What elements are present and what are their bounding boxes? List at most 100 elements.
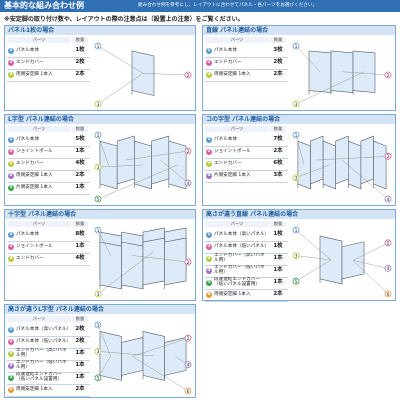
box-title: 直線 パネル連結の場合 — [203, 26, 395, 35]
panel — [168, 140, 187, 190]
callout-line — [142, 73, 189, 76]
row-number: 6 — [206, 292, 212, 298]
column-header: 数量 — [72, 221, 88, 227]
row-number: 1 — [8, 232, 14, 238]
part-qty: 2枚 — [75, 326, 85, 333]
callout-line — [97, 324, 111, 356]
callout-number: 3 — [97, 349, 100, 355]
layout-box: 十字型 パネル連結の場合 パーツ 数量 1 パネル本体 8枚 2 ジョイントポール 1本 3 エンド… — [4, 209, 196, 301]
panel — [335, 135, 349, 185]
row-line — [205, 288, 288, 290]
row-number: 1 — [8, 137, 14, 143]
row-line — [205, 252, 288, 254]
part-name: エンドカバー — [16, 160, 44, 166]
row-number: 3 — [206, 161, 212, 167]
part-qty: 1本 — [75, 350, 85, 357]
box-title: 十字型 パネル連結の場合 — [5, 210, 195, 219]
panel — [373, 140, 387, 190]
callout-circle — [94, 131, 102, 139]
callout-circle — [184, 179, 192, 187]
panel — [164, 237, 187, 286]
row-line — [205, 300, 288, 302]
callout-line — [97, 251, 154, 295]
callout-circle — [292, 226, 300, 234]
row-number: 2 — [8, 60, 14, 66]
part-name: エンドカバー — [16, 59, 44, 65]
callout-line — [295, 255, 332, 261]
row-number: 4 — [8, 363, 14, 369]
callout-line — [132, 356, 189, 392]
part-qty: 2本 — [75, 172, 85, 179]
column-header: パーツ — [7, 221, 71, 227]
callout-circle — [384, 152, 392, 160]
row-number: 3 — [8, 351, 14, 357]
callout-line — [341, 159, 389, 200]
part-qty: 1枚 — [273, 243, 283, 250]
callout-circle — [384, 265, 392, 272]
row-line — [7, 395, 90, 397]
callout-number: 2 — [187, 260, 190, 266]
panel — [330, 50, 354, 93]
callout-circle — [292, 131, 300, 139]
callout-line — [352, 260, 389, 295]
row-line — [205, 181, 288, 183]
callout-line — [97, 73, 144, 105]
callout-number: 3 — [97, 102, 100, 108]
callout-circle — [292, 100, 300, 108]
callout-number: 3 — [295, 175, 298, 181]
row-line — [7, 371, 90, 373]
layout-diagram: 1 2 3 4 — [292, 131, 392, 203]
row-number: 2 — [206, 60, 212, 66]
callout-circle — [292, 174, 300, 182]
panel — [151, 135, 170, 185]
column-header: 数量 — [270, 221, 286, 227]
callout-circle — [292, 42, 300, 50]
part-name: エンドカバー（低いパネル用） — [16, 360, 67, 370]
panel — [360, 135, 374, 185]
page-title: 基本的な組み合わせ例 — [4, 1, 84, 10]
callout-number: 5 — [97, 376, 100, 382]
callout-number: 1 — [97, 44, 100, 50]
part-name: パネル本体（高いパネル） — [214, 231, 268, 237]
callout-line — [295, 229, 332, 261]
part-qty: 2枚 — [273, 59, 283, 66]
part-name: エンドカバー — [214, 59, 242, 65]
panel — [99, 241, 122, 290]
part-qty: 1本 — [273, 255, 283, 262]
page-subtitle: ※安定脚の取り付け数や、レイアウトの際の注意点は（設置上の注意）をご覧ください。 — [4, 16, 244, 23]
callout-line — [97, 229, 111, 256]
row-number: 1 — [8, 48, 14, 54]
part-qty: 1本 — [75, 243, 85, 250]
callout-line — [97, 355, 111, 378]
row-line — [205, 80, 288, 82]
callout-line — [352, 260, 389, 269]
row-number: 3 — [8, 256, 14, 262]
part-qty: 4枚 — [75, 160, 85, 167]
callout-line — [295, 71, 365, 105]
callout-number: 4 — [187, 362, 190, 368]
layout-diagram: 1 2 3 4 5 — [94, 131, 192, 203]
row-line — [7, 347, 90, 349]
callout-number: 6 — [387, 292, 390, 298]
row-number: 2 — [206, 244, 212, 250]
row-line — [7, 145, 90, 147]
callout-line — [97, 351, 154, 357]
part-qty: 1本 — [75, 362, 85, 369]
part-qty: 1枚 — [75, 47, 85, 54]
callout-line — [160, 159, 189, 184]
callout-number: 5 — [295, 279, 298, 285]
callout-line — [132, 338, 189, 357]
callout-line — [316, 156, 389, 161]
callout-number: 2 — [187, 149, 190, 155]
row-number: 3 — [206, 256, 212, 262]
row-number: 2 — [206, 149, 212, 155]
part-name: ジョイントポール — [214, 148, 251, 154]
part-name: パネル本体 — [214, 136, 237, 142]
callout-circle — [94, 100, 102, 108]
callout-number: 1 — [295, 228, 298, 234]
layout-box: L字型 パネル連結の場合 パーツ 数量 1 パネル本体 5枚 2 ジョイントポール 1本 3 エンド… — [4, 114, 196, 206]
callout-circle — [184, 361, 192, 368]
column-header: パーツ — [7, 126, 71, 132]
callout-number: 3 — [97, 292, 100, 298]
part-name: パネル本体 — [16, 47, 39, 53]
